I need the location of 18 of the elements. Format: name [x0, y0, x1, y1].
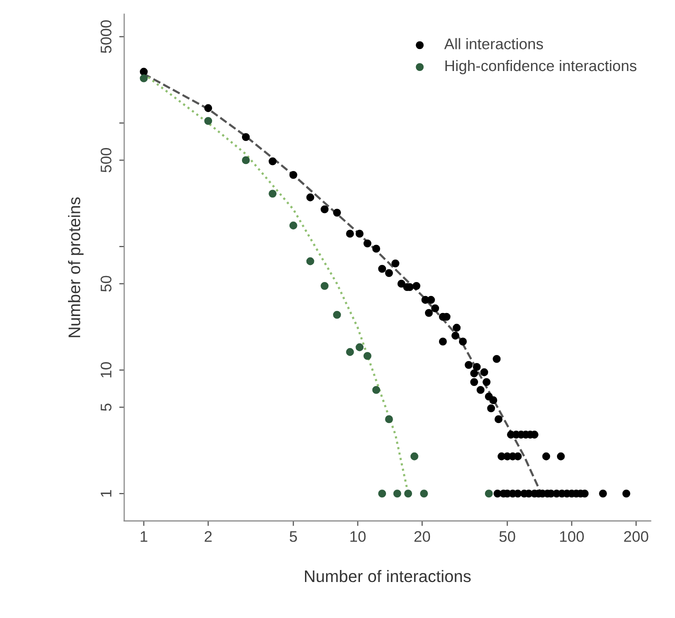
x-tick-label: 50 [499, 531, 516, 542]
y-tick-label: 50 [100, 276, 112, 292]
x-tick-label: 200 [624, 531, 648, 542]
x-tick-label: 20 [414, 531, 430, 542]
x-tick-label: 5 [290, 531, 297, 542]
y-tick-label: 1 [100, 490, 112, 497]
legend-label: High-confidence interactions [445, 60, 636, 74]
x-tick-label: 100 [560, 531, 584, 542]
y-tick-label: 500 [100, 148, 112, 172]
y-tick-label: 10 [100, 362, 112, 378]
x-tick-label: 2 [204, 531, 212, 542]
legend-label: All interactions [444, 38, 543, 50]
x-tick-label: 10 [350, 531, 366, 542]
x-tick-label: 1 [140, 531, 148, 542]
y-tick-label: 5 [100, 404, 112, 411]
y-tick-label: 5000 [100, 20, 112, 54]
y-axis-title: Number of proteins [68, 197, 84, 338]
x-axis-title: Number of interactions [304, 570, 471, 582]
